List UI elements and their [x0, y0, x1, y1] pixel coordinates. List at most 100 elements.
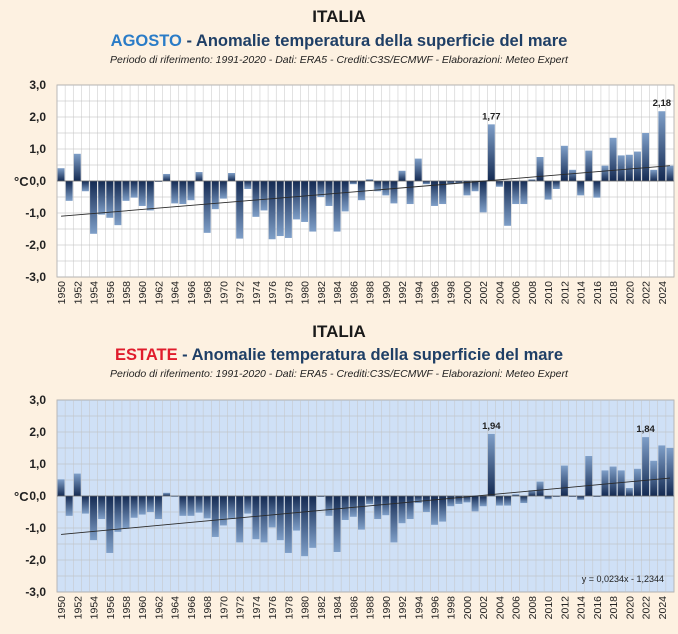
bar-1956: [106, 181, 114, 218]
x-tick-label: 1958: [121, 281, 133, 305]
data-label: 1,77: [482, 111, 501, 122]
bar-2019: [617, 470, 625, 496]
x-tick-label: 1958: [121, 596, 133, 620]
y-tick-label: -1,0: [25, 521, 46, 535]
bar-1982: [317, 181, 325, 197]
bar-1992: [398, 496, 406, 524]
bar-1991: [390, 181, 398, 204]
x-tick-label: 1956: [105, 596, 117, 620]
bar-1950: [57, 479, 65, 496]
x-tick-label: 1986: [348, 596, 360, 620]
bar-2017: [601, 165, 609, 181]
x-tick-label: 2018: [608, 596, 620, 620]
bar-1988: [366, 179, 374, 181]
x-tick-label: 1950: [56, 281, 68, 305]
x-tick-label: 2016: [592, 281, 604, 305]
bar-2025: [666, 165, 674, 181]
bar-1990: [382, 496, 390, 516]
bar-1957: [114, 496, 122, 532]
bar-1966: [187, 496, 195, 516]
bar-2014: [577, 496, 585, 500]
x-tick-label: 1980: [300, 596, 312, 620]
x-tick-label: 1974: [251, 281, 263, 305]
bar-1961: [146, 181, 154, 211]
x-tick-label: 1952: [72, 596, 84, 620]
bar-2005: [504, 496, 512, 506]
bar-2004: [495, 181, 503, 187]
bar-1976: [268, 496, 276, 528]
x-tick-label: 2020: [624, 596, 636, 620]
bar-1979: [293, 181, 300, 220]
bar-1979: [293, 496, 300, 531]
bar-2020: [625, 154, 633, 181]
x-tick-label: 2024: [657, 596, 669, 620]
bar-1950: [57, 168, 65, 181]
bar-2005: [504, 181, 512, 226]
bar-1951: [65, 181, 73, 201]
bar-1999: [455, 181, 463, 184]
bar-1981: [309, 181, 317, 232]
y-tick-label: 2,0: [29, 110, 46, 124]
bar-1957: [114, 181, 122, 226]
bar-1970: [219, 181, 227, 199]
chart-subtitle: ESTATE - Anomalie temperatura della supe…: [0, 346, 678, 365]
x-tick-label: 1974: [251, 596, 263, 620]
bar-1980: [301, 496, 309, 557]
bar-1996: [431, 181, 438, 206]
chart-title: ITALIA: [312, 7, 366, 26]
bar-1993: [406, 496, 414, 520]
x-tick-label: 2000: [462, 281, 474, 305]
bar-2003: [487, 124, 495, 181]
bar-1977: [276, 181, 284, 237]
subtitle-text: - Anomalie temperatura della superficie …: [177, 346, 564, 364]
bar-1981: [309, 496, 317, 548]
x-tick-label: 2004: [494, 596, 506, 620]
x-tick-label: 1960: [137, 596, 149, 620]
bar-1959: [130, 181, 138, 198]
bar-1986: [349, 496, 357, 517]
bar-1983: [325, 181, 333, 206]
bar-1985: [341, 181, 349, 212]
x-tick-label: 2002: [478, 281, 490, 305]
x-tick-label: 1998: [446, 596, 458, 620]
bar-1971: [228, 173, 236, 181]
x-tick-label: 1966: [186, 281, 198, 305]
bar-1952: [73, 473, 81, 496]
bar-2022: [642, 437, 650, 496]
bar-1986: [349, 181, 357, 185]
x-tick-label: 1970: [218, 596, 230, 620]
x-tick-label: 2022: [641, 596, 653, 620]
x-tick-label: 2004: [494, 281, 506, 305]
x-tick-label: 2016: [592, 596, 604, 620]
y-tick-label: 3,0: [29, 393, 46, 407]
bar-1994: [414, 496, 422, 504]
bar-2024: [658, 445, 666, 496]
x-tick-label: 1976: [267, 596, 279, 620]
y-tick-label: 0,0: [29, 174, 46, 188]
x-tick-label: 1988: [365, 596, 377, 620]
bar-2018: [609, 137, 617, 181]
bar-1966: [187, 181, 195, 201]
bar-1958: [122, 496, 130, 529]
y-axis-label: °C: [14, 174, 29, 189]
bar-2020: [625, 488, 633, 496]
bar-1969: [211, 181, 219, 210]
x-tick-label: 1990: [381, 596, 393, 620]
bar-2015: [585, 456, 593, 496]
x-tick-label: 1982: [316, 596, 328, 620]
x-tick-label: 2002: [478, 596, 490, 620]
bar-1953: [81, 496, 89, 514]
x-tick-label: 1964: [170, 281, 182, 305]
bar-2019: [617, 155, 625, 181]
x-tick-label: 2018: [608, 281, 620, 305]
x-tick-label: 1978: [283, 281, 295, 305]
bar-1976: [268, 181, 276, 240]
trend-equation: y = 0,0234x - 1,2344: [582, 574, 664, 584]
bar-2024: [658, 111, 666, 181]
bar-2023: [650, 169, 658, 181]
reference-note: Periodo di riferimento: 1991-2020 - Dati…: [110, 54, 568, 66]
x-tick-label: 1968: [202, 281, 214, 305]
reference-note: Periodo di riferimento: 1991-2020 - Dati…: [110, 368, 568, 380]
x-tick-label: 1984: [332, 596, 344, 620]
x-tick-label: 2012: [559, 281, 571, 305]
